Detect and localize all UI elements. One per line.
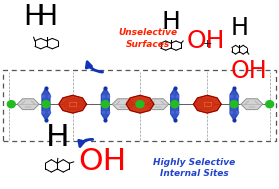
Text: H: H bbox=[46, 123, 70, 152]
Text: Highly Selective
Internal Sites: Highly Selective Internal Sites bbox=[153, 158, 235, 178]
Circle shape bbox=[101, 101, 109, 108]
Circle shape bbox=[230, 101, 238, 108]
Circle shape bbox=[7, 101, 15, 108]
Polygon shape bbox=[59, 95, 86, 113]
Text: H: H bbox=[36, 3, 57, 31]
Text: H: H bbox=[162, 10, 180, 34]
Polygon shape bbox=[193, 99, 215, 110]
Text: H: H bbox=[23, 3, 44, 31]
Polygon shape bbox=[171, 88, 179, 104]
Text: +: + bbox=[203, 39, 212, 49]
Polygon shape bbox=[147, 99, 169, 110]
Polygon shape bbox=[230, 88, 238, 104]
Circle shape bbox=[42, 101, 50, 108]
FancyArrowPatch shape bbox=[79, 139, 93, 146]
Polygon shape bbox=[63, 99, 85, 110]
Text: H: H bbox=[230, 16, 248, 40]
Text: OH: OH bbox=[187, 29, 226, 53]
Polygon shape bbox=[17, 99, 39, 110]
Text: Unselective
Surfaces: Unselective Surfaces bbox=[118, 28, 177, 49]
Polygon shape bbox=[230, 104, 238, 120]
FancyArrowPatch shape bbox=[86, 62, 103, 72]
Circle shape bbox=[136, 101, 144, 108]
Polygon shape bbox=[126, 95, 154, 113]
Polygon shape bbox=[112, 99, 134, 110]
Text: OH: OH bbox=[79, 147, 127, 176]
Polygon shape bbox=[101, 104, 109, 120]
Circle shape bbox=[266, 101, 274, 108]
Circle shape bbox=[171, 101, 179, 108]
Polygon shape bbox=[171, 104, 179, 120]
Polygon shape bbox=[42, 88, 50, 104]
Polygon shape bbox=[241, 99, 263, 110]
Polygon shape bbox=[42, 104, 50, 120]
Text: OH: OH bbox=[230, 59, 267, 83]
Polygon shape bbox=[193, 95, 221, 113]
Bar bbox=[3, 70, 276, 141]
Polygon shape bbox=[101, 88, 109, 104]
